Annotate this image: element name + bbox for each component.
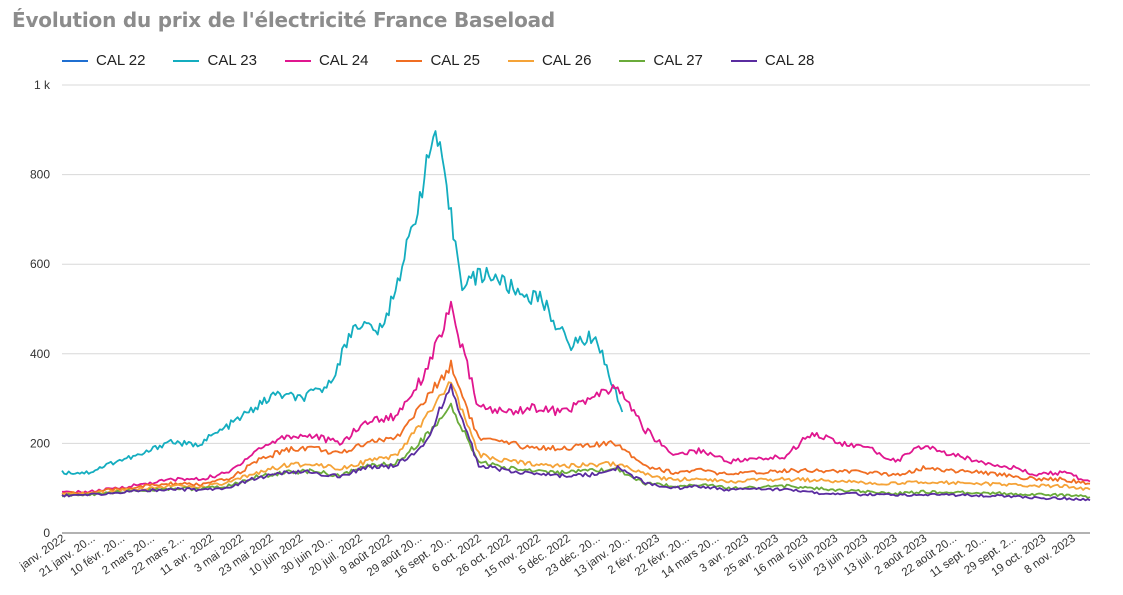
legend-item[interactable]: CAL 25 bbox=[396, 52, 480, 69]
y-tick-label: 400 bbox=[30, 347, 50, 361]
legend-item[interactable]: CAL 23 bbox=[173, 52, 257, 69]
legend-item[interactable]: CAL 22 bbox=[62, 52, 145, 69]
legend-swatch bbox=[284, 59, 311, 62]
chart-legend: CAL 22 CAL 23 CAL 24 CAL 25 CAL 26 CAL 27 CAL … bbox=[62, 52, 842, 69]
legend-swatch bbox=[173, 59, 200, 62]
legend-item[interactable]: CAL 28 bbox=[730, 52, 815, 69]
series-line-cal-26[interactable] bbox=[61, 381, 1091, 496]
legend-swatch bbox=[62, 59, 88, 62]
legend-label: CAL 28 bbox=[764, 52, 815, 69]
legend-item[interactable]: CAL 27 bbox=[619, 52, 703, 69]
series-line-cal-27[interactable] bbox=[61, 402, 1091, 499]
y-tick-label: 800 bbox=[30, 168, 50, 182]
y-tick-label: 1 k bbox=[34, 78, 51, 92]
legend-item[interactable]: CAL 24 bbox=[284, 52, 369, 69]
legend-label: CAL 27 bbox=[653, 52, 703, 69]
chart-title: Évolution du prix de l'électricité Franc… bbox=[12, 8, 556, 32]
legend-label: CAL 24 bbox=[318, 52, 369, 69]
series-line-cal-24[interactable] bbox=[62, 300, 1091, 495]
y-tick-label: 200 bbox=[30, 436, 50, 450]
legend-label: CAL 26 bbox=[541, 52, 592, 69]
legend-swatch bbox=[396, 59, 423, 62]
series-line-cal-23[interactable] bbox=[61, 130, 624, 476]
legend-swatch bbox=[730, 59, 757, 62]
y-tick-label: 0 bbox=[43, 526, 50, 540]
legend-swatch bbox=[507, 59, 534, 62]
legend-label: CAL 22 bbox=[96, 52, 146, 69]
series-line-cal-25[interactable] bbox=[61, 359, 1091, 496]
y-tick-label: 600 bbox=[30, 257, 50, 271]
legend-swatch bbox=[619, 59, 646, 62]
series-line-cal-28[interactable] bbox=[61, 383, 1091, 502]
legend-label: CAL 23 bbox=[207, 52, 257, 69]
legend-item[interactable]: CAL 26 bbox=[507, 52, 592, 69]
legend-label: CAL 25 bbox=[430, 52, 480, 69]
